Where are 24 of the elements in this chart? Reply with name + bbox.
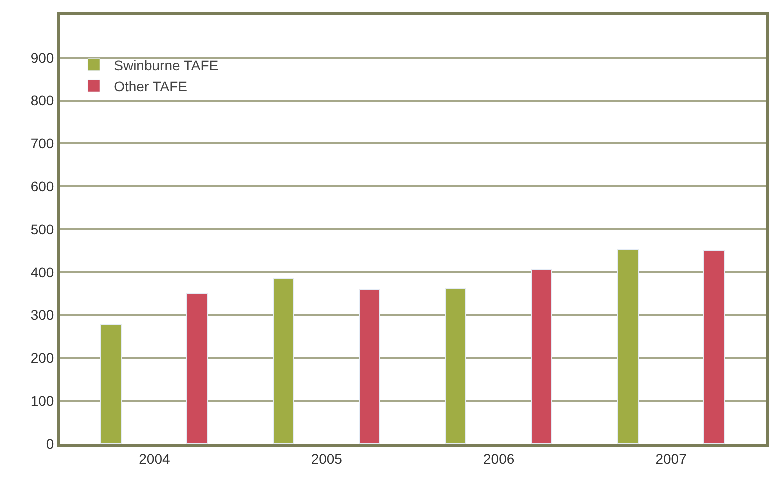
legend-label: Other TAFE bbox=[114, 78, 188, 95]
bar bbox=[532, 270, 552, 444]
bar bbox=[618, 250, 639, 444]
legend-label: Swinburne TAFE bbox=[114, 57, 219, 74]
bar bbox=[446, 288, 466, 444]
x-tick-label: 2005 bbox=[311, 450, 343, 467]
bar bbox=[186, 294, 208, 444]
y-tick-label: 0 bbox=[46, 436, 54, 452]
bar bbox=[100, 324, 122, 444]
y-tick-label: 300 bbox=[30, 307, 54, 324]
y-tick-label: 600 bbox=[30, 178, 54, 194]
y-tick-label: 700 bbox=[30, 136, 54, 152]
y-tick-label: 400 bbox=[30, 264, 54, 280]
y-tick-label: 100 bbox=[30, 393, 54, 409]
x-tick-label: 2007 bbox=[656, 450, 688, 467]
y-tick-label: 500 bbox=[30, 221, 54, 238]
x-tick-label: 2004 bbox=[139, 450, 170, 467]
y-tick-label: 800 bbox=[30, 92, 54, 109]
bar bbox=[274, 278, 294, 444]
y-tick-label: 900 bbox=[30, 50, 54, 66]
y-tick-label: 200 bbox=[30, 350, 54, 366]
bar bbox=[704, 250, 725, 444]
bar bbox=[360, 290, 380, 444]
x-tick-label: 2006 bbox=[484, 450, 515, 467]
